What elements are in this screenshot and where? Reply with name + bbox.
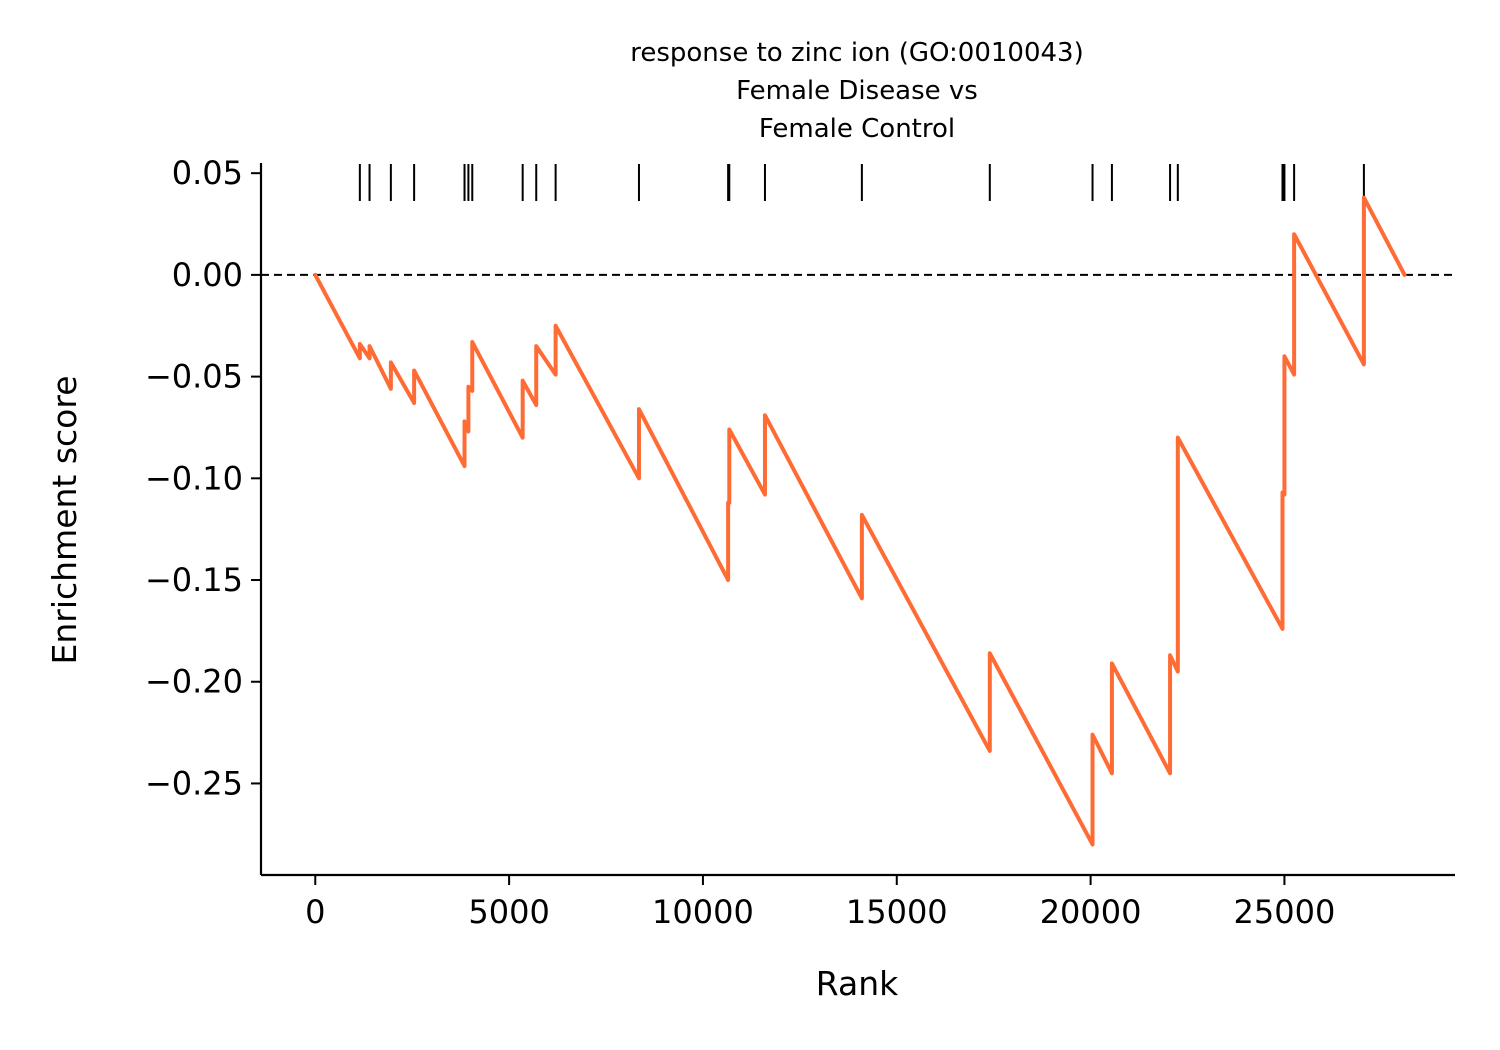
- y-tick-label: −0.10: [145, 459, 243, 497]
- y-tick-label: −0.25: [145, 764, 243, 802]
- x-axis-label: Rank: [816, 964, 899, 1003]
- y-axis-label: Enrichment score: [45, 375, 84, 664]
- x-tick-label: 15000: [846, 893, 948, 931]
- chart-subtitle-line-1: Female Disease vs: [736, 76, 978, 106]
- y-tick-label: 0.00: [172, 256, 243, 294]
- y-tick-label: 0.05: [172, 154, 243, 192]
- y-tick-label: −0.20: [145, 663, 243, 701]
- x-tick-label: 10000: [652, 893, 754, 931]
- x-tick-label: 20000: [1040, 893, 1142, 931]
- chart-subtitle-line-2: Female Control: [759, 114, 955, 144]
- y-tick-label: −0.05: [145, 358, 243, 396]
- y-axis-ticks: 0.05 0.00 −0.05 −0.10 −0.15 −0.20 −0.25: [145, 154, 261, 802]
- enrichment-score-line: [313, 195, 1407, 847]
- chart-title: response to zinc ion (GO:0010043): [630, 38, 1084, 68]
- plot-area: [261, 164, 1455, 847]
- x-tick-label: 0: [305, 893, 325, 931]
- x-axis-ticks: 0 5000 10000 15000 20000 25000: [305, 875, 1335, 931]
- x-tick-label: 25000: [1234, 893, 1336, 931]
- y-tick-label: −0.15: [145, 561, 243, 599]
- x-tick-label: 5000: [468, 893, 549, 931]
